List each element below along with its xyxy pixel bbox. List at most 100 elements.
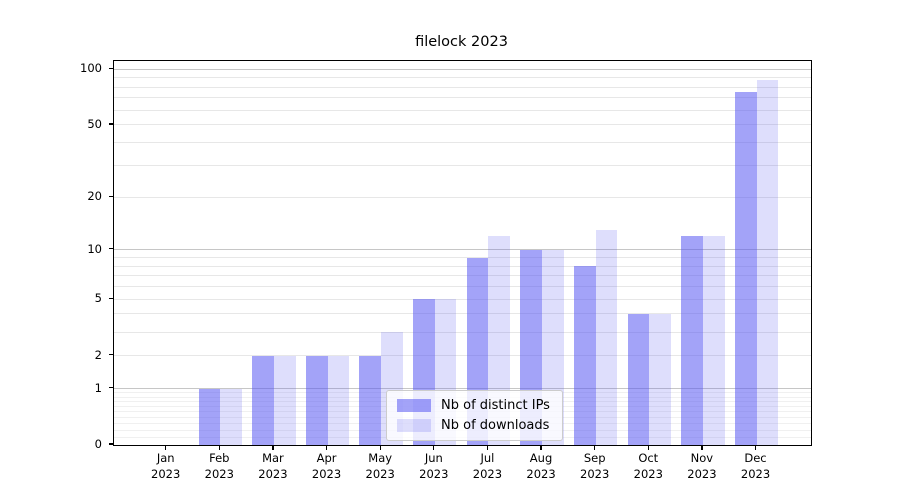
x-tick-label-month: Dec xyxy=(744,451,767,465)
y-tick-mark xyxy=(109,353,113,356)
gridline-minor xyxy=(114,77,811,79)
x-tick-label-year: 2023 xyxy=(365,467,395,481)
x-tick-label: Aug 2023 xyxy=(511,450,571,482)
y-tick-label: 5 xyxy=(94,291,102,306)
y-tick-label: 0 xyxy=(94,437,102,451)
y-tick-label: 10 xyxy=(87,241,102,256)
x-tick-label-month: May xyxy=(368,451,393,465)
y-tick-mark xyxy=(109,443,113,445)
bar-downloads-dec xyxy=(756,79,779,445)
x-tick-label-month: Jun xyxy=(424,451,443,465)
x-tick-label-year: 2023 xyxy=(258,467,288,481)
x-tick-label-month: Aug xyxy=(529,451,553,465)
bar-distinct-ips-nov xyxy=(681,236,703,445)
legend-entry-distinct-ips: Nb of distinct IPs xyxy=(397,398,550,413)
y-tick-label: 2 xyxy=(94,347,102,362)
x-tick-label-year: 2023 xyxy=(633,467,663,481)
bar-downloads-nov xyxy=(702,236,725,445)
x-tick-label-year: 2023 xyxy=(740,467,771,481)
bar-distinct-ips-dec xyxy=(734,92,757,445)
gridline-minor xyxy=(114,313,811,315)
chart-title: filelock 2023 xyxy=(415,34,508,50)
bar-distinct-ips-may xyxy=(359,355,382,445)
gridline-minor xyxy=(114,257,811,259)
x-tick-label-year: 2023 xyxy=(687,467,717,481)
gridline-minor xyxy=(114,142,811,144)
gridline-minor xyxy=(114,265,811,267)
gridline-minor xyxy=(114,124,811,126)
y-tick-mark xyxy=(109,297,113,299)
bar-distinct-ips-feb xyxy=(198,388,221,445)
y-tick-mark xyxy=(109,123,113,125)
y-tick-mark xyxy=(109,67,113,69)
x-tick-label-month: Mar xyxy=(262,451,284,465)
x-tick-label: Sep 2023 xyxy=(565,450,625,482)
x-tick-mark xyxy=(218,445,221,450)
x-tick-label-year: 2023 xyxy=(151,467,181,481)
gridline-minor xyxy=(114,331,811,333)
gridline-minor xyxy=(114,86,811,88)
y-tick-label: 1 xyxy=(94,380,102,395)
legend-swatch-downloads xyxy=(397,419,431,432)
gridline-minor xyxy=(114,109,811,111)
bar-distinct-ips-apr xyxy=(305,355,328,445)
x-tick-mark xyxy=(701,445,703,450)
x-tick-label-month: Jan xyxy=(156,451,175,465)
legend-label-distinct-ips: Nb of distinct IPs xyxy=(441,398,550,413)
x-tick-label: Oct 2023 xyxy=(618,450,678,482)
y-tick-label: 20 xyxy=(87,189,102,204)
x-tick-mark xyxy=(754,445,757,450)
x-tick-mark xyxy=(540,445,542,450)
x-tick-mark xyxy=(433,445,435,450)
gridline-minor xyxy=(114,164,811,166)
x-tick-mark xyxy=(272,445,274,450)
x-tick-label: Dec 2023 xyxy=(726,450,786,482)
x-tick-label-month: Nov xyxy=(690,451,714,465)
bar-downloads-sep xyxy=(595,230,618,445)
x-tick-label-month: Oct xyxy=(638,451,659,465)
x-tick-label: Mar 2023 xyxy=(243,450,303,482)
x-tick-label: Feb 2023 xyxy=(189,450,249,482)
y-tick-label: 100 xyxy=(80,61,102,76)
legend-entry-downloads: Nb of downloads xyxy=(397,418,550,433)
gridline-minor xyxy=(114,298,811,300)
gridline-major xyxy=(114,68,811,70)
legend-label-downloads: Nb of downloads xyxy=(441,418,550,433)
x-tick-mark xyxy=(165,445,167,450)
y-tick-mark xyxy=(109,386,113,389)
x-tick-label-year: 2023 xyxy=(472,467,503,481)
gridline-minor xyxy=(114,97,811,99)
gridline-minor xyxy=(114,196,811,198)
x-tick-label-year: 2023 xyxy=(580,467,610,481)
x-tick-label-month: Apr xyxy=(316,451,337,465)
x-tick-mark xyxy=(594,445,596,450)
x-tick-mark xyxy=(379,445,381,450)
x-tick-label: Nov 2023 xyxy=(672,450,732,482)
bar-downloads-oct xyxy=(649,313,671,445)
legend: Nb of distinct IPs Nb of downloads xyxy=(386,390,563,441)
bar-downloads-mar xyxy=(273,355,296,445)
gridline-minor xyxy=(114,275,811,277)
gridline-major xyxy=(114,249,811,251)
x-tick-label-year: 2023 xyxy=(526,467,556,481)
x-tick-label-month: Jul xyxy=(480,451,495,465)
gridline-major xyxy=(114,388,811,390)
x-tick-label-year: 2023 xyxy=(311,467,342,481)
x-tick-label: Jul 2023 xyxy=(457,450,517,482)
plot-area: Nb of distinct IPs Nb of downloads xyxy=(113,60,812,446)
y-tick-mark xyxy=(109,195,113,197)
x-tick-label-month: Feb xyxy=(209,451,230,465)
x-tick-label: May 2023 xyxy=(350,450,410,482)
bar-downloads-apr xyxy=(327,355,350,445)
x-tick-label-year: 2023 xyxy=(419,467,449,481)
x-tick-label: Jan 2023 xyxy=(136,450,196,482)
x-tick-mark xyxy=(647,445,649,450)
bar-distinct-ips-oct xyxy=(627,313,650,445)
gridline-minor xyxy=(114,355,811,357)
bar-distinct-ips-mar xyxy=(252,355,274,445)
x-tick-label-month: Sep xyxy=(583,451,606,465)
y-tick-mark xyxy=(109,248,113,250)
bar-downloads-feb xyxy=(220,388,242,445)
x-tick-mark xyxy=(325,445,328,450)
